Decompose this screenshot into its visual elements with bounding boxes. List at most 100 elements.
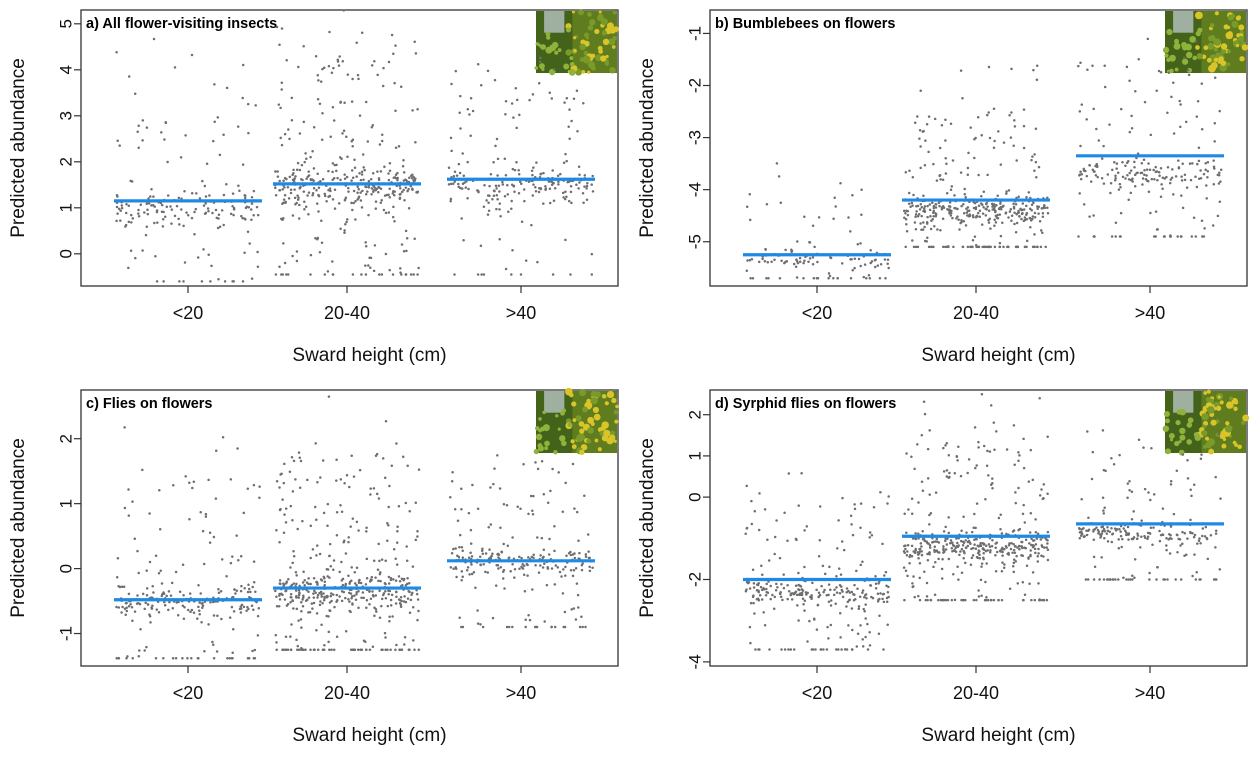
data-point (351, 273, 355, 276)
data-point (536, 260, 539, 264)
data-point (311, 178, 314, 181)
data-point (585, 198, 589, 201)
data-point (297, 596, 300, 599)
data-point (1180, 194, 1183, 197)
data-point (1041, 497, 1045, 501)
data-point (353, 166, 357, 169)
data-point (1192, 216, 1196, 219)
data-point (583, 494, 586, 497)
data-point (773, 552, 776, 556)
data-point (370, 187, 374, 190)
data-point (975, 502, 979, 505)
data-point (388, 589, 392, 593)
data-point (1042, 555, 1045, 558)
data-point (808, 619, 811, 623)
data-point (285, 604, 289, 607)
data-point (394, 177, 398, 180)
data-point (989, 598, 993, 602)
data-point (1007, 543, 1011, 547)
data-point (327, 615, 330, 618)
data-point (1034, 518, 1037, 521)
flower-meadow-photo (534, 9, 619, 76)
data-point (460, 507, 463, 511)
data-point (409, 273, 413, 276)
data-point (367, 213, 370, 217)
data-point (312, 648, 316, 652)
data-point (873, 259, 877, 262)
data-point (1143, 100, 1147, 104)
data-point (293, 177, 296, 180)
data-point (797, 583, 800, 587)
data-point (1162, 578, 1165, 581)
data-point (1172, 132, 1176, 135)
data-point (903, 216, 906, 219)
data-point (1028, 217, 1032, 220)
data-point (492, 161, 495, 164)
data-point (137, 571, 140, 575)
data-point (137, 146, 140, 150)
data-point (1213, 140, 1216, 143)
data-point (371, 124, 375, 127)
data-point (323, 273, 327, 276)
data-point (980, 134, 983, 137)
data-point (314, 236, 317, 240)
data-point (925, 222, 929, 225)
data-point (403, 643, 406, 646)
data-point (835, 586, 838, 589)
data-point (838, 611, 842, 615)
data-point (499, 214, 502, 218)
data-point (1123, 529, 1127, 532)
data-point (154, 656, 158, 660)
data-point (314, 442, 317, 445)
data-point (585, 184, 589, 188)
data-point (116, 212, 119, 215)
data-point (297, 619, 300, 622)
data-point (561, 510, 565, 514)
data-point (329, 564, 333, 568)
data-point (945, 162, 948, 166)
data-point (1126, 496, 1129, 500)
data-point (863, 263, 867, 266)
data-point (176, 614, 180, 617)
data-point (337, 202, 341, 205)
data-point (977, 204, 981, 207)
data-point (1000, 570, 1004, 573)
data-point (1117, 547, 1121, 550)
data-point (1181, 162, 1184, 166)
y-tick-label: 5 (56, 19, 75, 28)
data-point (230, 656, 233, 660)
data-point (392, 547, 396, 551)
data-point (404, 273, 408, 276)
data-point (296, 161, 300, 165)
data-point (1085, 529, 1088, 533)
data-point (1194, 175, 1197, 179)
data-point (977, 589, 980, 592)
data-point (1028, 207, 1032, 211)
data-point (1200, 82, 1204, 85)
data-point (312, 187, 316, 190)
data-point (1146, 537, 1149, 541)
data-point (797, 588, 800, 591)
data-point (452, 547, 455, 551)
data-point (1101, 429, 1105, 432)
data-point (1114, 221, 1118, 224)
data-point (1031, 215, 1035, 218)
data-point (367, 186, 371, 189)
data-point (951, 549, 954, 553)
data-point (1017, 195, 1020, 199)
data-point (868, 536, 871, 539)
data-point (534, 190, 538, 193)
y-tick-label: -5 (685, 234, 704, 249)
data-point (858, 595, 862, 598)
data-point (509, 569, 512, 573)
data-point (356, 185, 359, 188)
data-point (206, 207, 210, 210)
data-point (1190, 494, 1193, 498)
data-point (970, 547, 973, 551)
data-point (414, 177, 417, 180)
data-point (250, 604, 254, 608)
data-point (988, 217, 992, 220)
data-point (469, 542, 473, 545)
data-point (560, 575, 563, 578)
data-point (328, 648, 331, 652)
